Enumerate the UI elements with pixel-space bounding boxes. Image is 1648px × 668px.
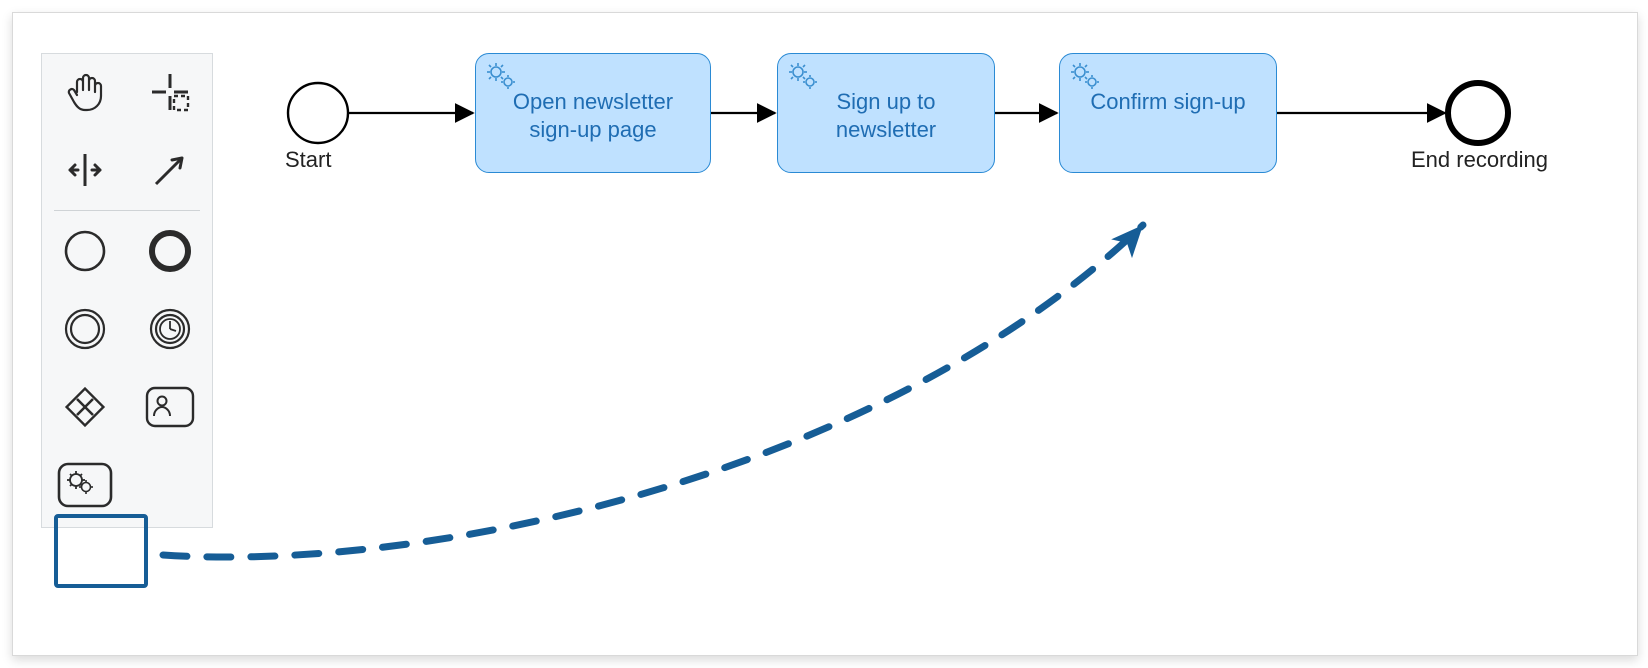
start-event[interactable] [288, 83, 348, 143]
start-event-label: Start [285, 147, 331, 173]
editor-frame: Start End recording Open newsletter sign… [12, 12, 1638, 656]
task-confirm-sign-up[interactable]: Confirm sign-up [1059, 53, 1277, 173]
task-label: Confirm sign-up [1090, 89, 1245, 114]
service-task-icon [1070, 62, 1104, 92]
task-open-newsletter-page[interactable]: Open newsletter sign-up page [475, 53, 711, 173]
task-sign-up-newsletter[interactable]: Sign up to newsletter [777, 53, 995, 173]
end-event[interactable] [1448, 83, 1508, 143]
task-label: Open newsletter sign-up page [513, 89, 673, 142]
end-event-label: End recording [1411, 147, 1548, 173]
service-task-icon [788, 62, 822, 92]
task-label: Sign up to newsletter [836, 89, 936, 142]
service-task-icon [486, 62, 520, 92]
